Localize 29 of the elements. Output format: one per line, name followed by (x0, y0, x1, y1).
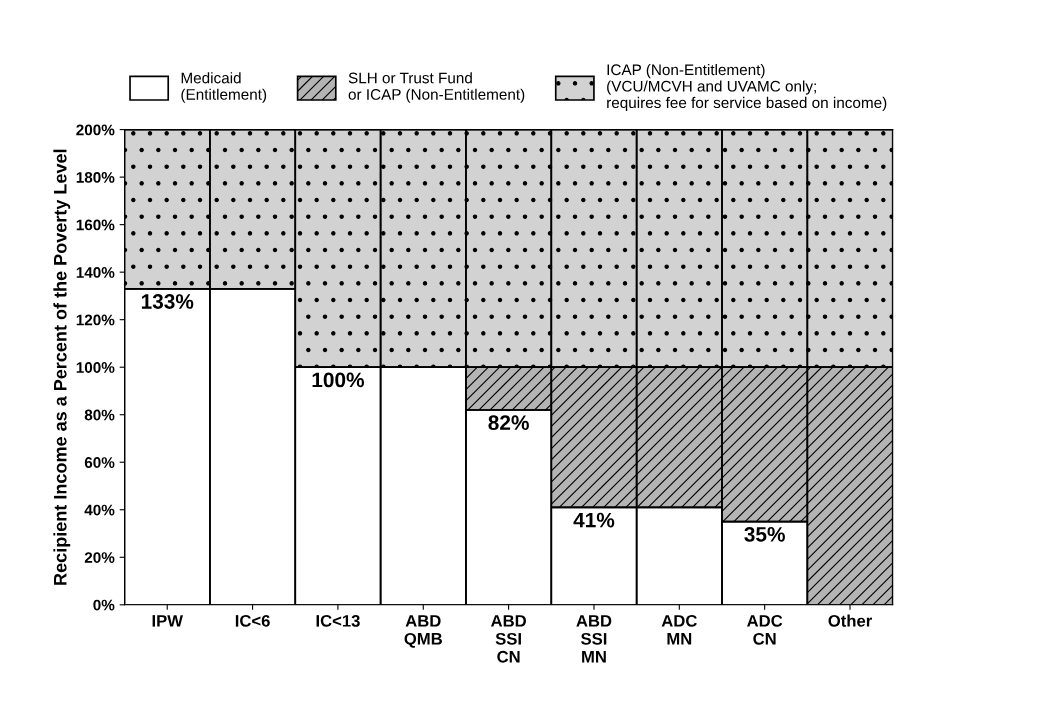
y-tick-label: 40% (84, 504, 115, 516)
y-tick-label: 80% (84, 409, 115, 421)
x-tick-label: ADC MN (661, 614, 697, 645)
y-tick-label: 180% (76, 171, 115, 183)
y-tick-label: 200% (76, 124, 115, 136)
legend-label: SLH or Trust Fund or ICAP (Non-Entitlement) (348, 72, 525, 103)
x-tick-label: ABD QMB (404, 615, 442, 648)
annotation: 133% (141, 294, 194, 309)
y-tick-label: 20% (84, 552, 115, 563)
y-axis-title: Recipient Income as a Percent of the Poverty Level (53, 149, 71, 585)
x-tick-label: IPW (152, 615, 183, 627)
y-tick-label: 160% (76, 219, 115, 231)
y-tick-label: 140% (76, 267, 115, 278)
x-tick-label: ABD SSI MN (576, 615, 612, 663)
x-tick-label: IC<6 (235, 614, 270, 627)
y-tick-label: 0% (93, 599, 115, 611)
x-tick-label: ABD SSI CN (490, 615, 526, 663)
y-tick-label: 120% (76, 314, 115, 326)
legend-label: ICAP (Non-Entitlement) (VCU/MCVH and UVAMC only; requires fee for service based on income) (607, 63, 887, 112)
y-tick-label: 60% (84, 457, 115, 468)
x-tick-label: ADC CN (747, 614, 783, 645)
x-tick-label: IC<13 (316, 614, 360, 627)
legend-label: Medicaid (Entitlement) (181, 72, 267, 103)
y-tick-label: 100% (76, 362, 115, 373)
annotation: 100% (312, 372, 365, 388)
annotation: 41% (573, 512, 615, 528)
annotation: 35% (744, 526, 785, 542)
annotation: 82% (488, 415, 529, 431)
x-tick-label: Other (828, 614, 872, 627)
